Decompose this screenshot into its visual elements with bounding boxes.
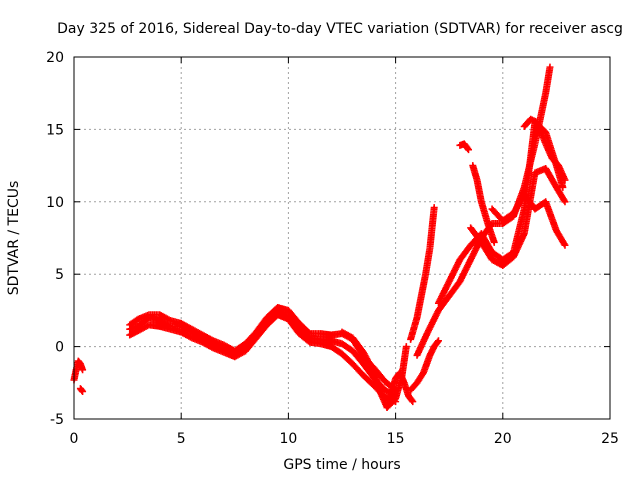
x-tick-labels: 0 5 10 15 20 25 — [70, 431, 619, 447]
y-tick-label: 10 — [46, 195, 64, 211]
y-tick-label: 0 — [55, 340, 64, 356]
data-point — [464, 146, 472, 154]
series-arc-15 — [488, 191, 569, 249]
y-tick-label: 5 — [55, 267, 64, 283]
series-arc-8 — [407, 337, 442, 394]
x-tick-label: 0 — [70, 431, 79, 447]
data-point — [546, 63, 554, 71]
x-axis-label: GPS time / hours — [283, 457, 400, 473]
series-arc-2 — [76, 385, 87, 395]
y-tick-label: -5 — [50, 412, 64, 428]
data-points — [70, 63, 569, 411]
data-point — [561, 176, 569, 184]
data-point — [430, 204, 438, 212]
data-point — [464, 145, 472, 153]
series-arc-9 — [407, 204, 438, 343]
y-tick-label: 15 — [46, 122, 64, 138]
data-point — [560, 240, 568, 248]
plot-frame — [73, 56, 611, 420]
data-point — [402, 343, 410, 351]
series-arc-12 — [467, 164, 569, 270]
x-tick-label: 10 — [279, 431, 297, 447]
series-arc-7 — [383, 369, 417, 411]
y-axis-label: SDTVAR / TECUs — [6, 181, 22, 296]
series-arc-14 — [469, 162, 498, 246]
x-tick-label: 25 — [601, 431, 619, 447]
data-point — [434, 338, 442, 346]
data-point — [434, 337, 442, 345]
series-arc-13 — [456, 140, 472, 154]
data-point — [79, 366, 87, 374]
data-point — [559, 183, 567, 191]
data-point — [561, 198, 569, 206]
data-point — [561, 241, 569, 249]
data-point — [409, 398, 417, 406]
series-arc-16 — [520, 115, 569, 184]
x-tick-label: 20 — [494, 431, 512, 447]
x-tick-label: 15 — [387, 431, 405, 447]
y-tick-labels: -5 0 5 10 15 20 — [46, 50, 64, 428]
chart-title: Day 325 of 2016, Sidereal Day-to-day VTE… — [57, 21, 623, 37]
data-point — [560, 196, 568, 204]
data-point — [408, 396, 416, 404]
y-tick-label: 20 — [46, 50, 64, 66]
x-tick-label: 5 — [177, 431, 186, 447]
data-point — [490, 238, 498, 246]
data-point — [79, 387, 87, 395]
data-point — [165, 322, 173, 330]
